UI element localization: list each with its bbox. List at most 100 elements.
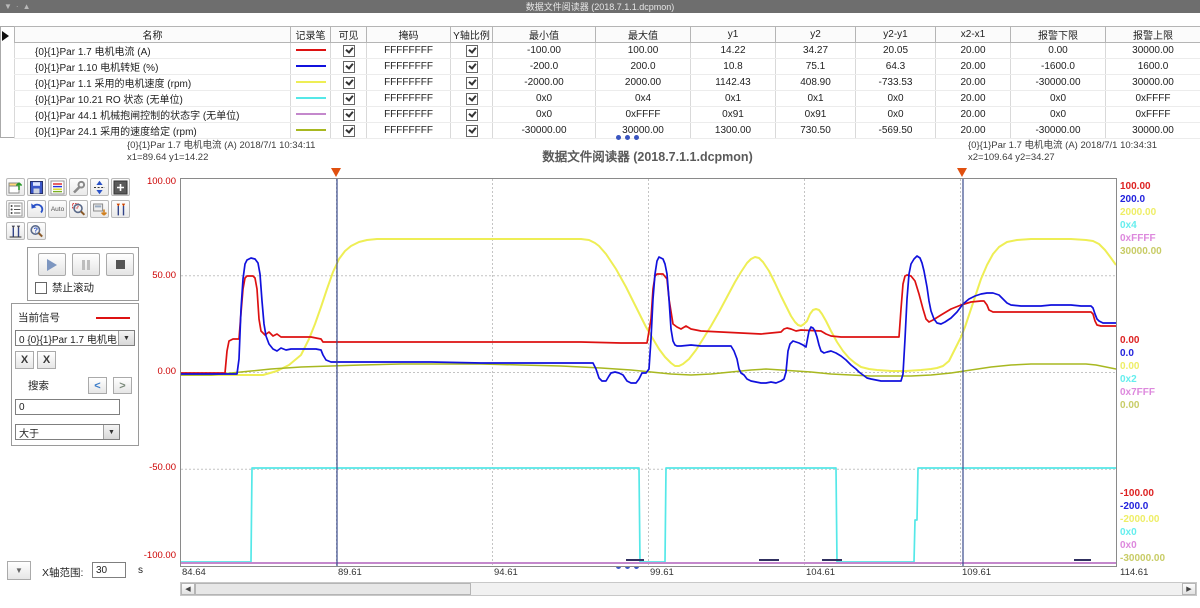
find-signal-button[interactable]: ?: [27, 222, 46, 240]
value-cell-mask[interactable]: FFFFFFFF: [366, 122, 451, 139]
chevron-down-icon[interactable]: ▼: [103, 425, 119, 439]
column-header-11[interactable]: 报警下限: [1010, 26, 1106, 43]
value-cell-min[interactable]: 0x0: [492, 90, 596, 107]
value-cell-al[interactable]: 0x0: [1010, 90, 1106, 107]
signal-row[interactable]: {0}{1}Par 1.10 电机转矩 (%) FFFFFFFF -200.0 200…: [14, 58, 1200, 75]
pen-cell[interactable]: [290, 74, 331, 91]
checkbox-cell[interactable]: [450, 106, 493, 123]
column-header-5[interactable]: 最小值: [492, 26, 596, 43]
settings-wrench-button[interactable]: [69, 178, 88, 196]
value-cell-min[interactable]: -30000.00: [492, 122, 596, 139]
window-controls[interactable]: ▼ · ▲: [4, 0, 31, 13]
signal-row[interactable]: {0}{1}Par 1.1 采用的电机速度 (rpm) FFFFFFFF -2000…: [14, 74, 1200, 91]
value-cell-max[interactable]: 200.0: [595, 58, 691, 75]
collapse-down-icon[interactable]: ▼: [4, 2, 12, 11]
signal-table[interactable]: 名称 记录笔 可见 掩码 Y轴比例 最小值 最大值 y1 y2 y2-y1 x2-x1 报警下限 报警上…: [14, 26, 1200, 139]
visible-checkbox[interactable]: [342, 44, 355, 57]
y-scale-zoom-button[interactable]: [90, 178, 109, 196]
value-cell-min[interactable]: -200.0: [492, 58, 596, 75]
value-cell-al[interactable]: 0.00: [1010, 42, 1106, 59]
checkbox-cell[interactable]: [450, 74, 493, 91]
checkbox-cell[interactable]: [330, 90, 367, 107]
column-header-10[interactable]: x2-x1: [935, 26, 1011, 43]
value-cell-min[interactable]: 0x0: [492, 106, 596, 123]
value-cell-y1[interactable]: 1300.00: [690, 122, 776, 139]
pen-cell[interactable]: [290, 42, 331, 59]
value-cell-mask[interactable]: FFFFFFFF: [366, 106, 451, 123]
column-header-4[interactable]: Y轴比例: [450, 26, 493, 43]
signal-row[interactable]: {0}{1}Par 1.7 电机电流 (A) FFFFFFFF -100.00 100…: [14, 42, 1200, 59]
delete-all-markers-button[interactable]: X: [37, 351, 56, 369]
yscale-checkbox[interactable]: [465, 108, 478, 121]
yscale-checkbox[interactable]: [465, 92, 478, 105]
visible-checkbox[interactable]: [342, 92, 355, 105]
value-cell-mask[interactable]: FFFFFFFF: [366, 74, 451, 91]
column-header-6[interactable]: 最大值: [595, 26, 691, 43]
signal-colors-button[interactable]: [48, 178, 67, 196]
value-cell-dy[interactable]: 0x0: [855, 106, 936, 123]
value-cell-mask[interactable]: FFFFFFFF: [366, 58, 451, 75]
value-cell-ah[interactable]: 1600.0: [1105, 58, 1200, 75]
value-cell-y1[interactable]: 1142.43: [690, 74, 776, 91]
signal-name[interactable]: {0}{1}Par 1.10 电机转矩 (%): [14, 58, 291, 75]
chart-plot-area[interactable]: [180, 178, 1117, 567]
value-cell-min[interactable]: -2000.00: [492, 74, 596, 91]
match-mode-select[interactable]: 大于 ▼: [15, 424, 120, 440]
value-cell-ah[interactable]: 30000.00: [1105, 42, 1200, 59]
value-cell-dx[interactable]: 20.00: [935, 122, 1011, 139]
table-collapse-strip[interactable]: [0, 26, 15, 138]
signal-select[interactable]: 0 {0}{1}Par 1.7 电机电 ▼: [15, 330, 135, 346]
value-cell-y1[interactable]: 0x1: [690, 90, 776, 107]
disable-scroll-checkbox[interactable]: [35, 281, 47, 294]
column-header-9[interactable]: y2-y1: [855, 26, 936, 43]
value-cell-y2[interactable]: 408.90: [775, 74, 856, 91]
yscale-checkbox[interactable]: [465, 44, 478, 57]
column-header-12[interactable]: 报警上限: [1105, 26, 1200, 43]
signal-name[interactable]: {0}{1}Par 10.21 RO 状态 (无单位): [14, 90, 291, 107]
value-cell-ah[interactable]: 30000.00: [1105, 122, 1200, 139]
value-cell-dy[interactable]: 20.05: [855, 42, 936, 59]
value-cell-ah[interactable]: 30000.00: [1105, 74, 1200, 91]
checkbox-cell[interactable]: [450, 90, 493, 107]
column-header-7[interactable]: y1: [690, 26, 776, 43]
column-header-8[interactable]: y2: [775, 26, 856, 43]
value-cell-dy[interactable]: -569.50: [855, 122, 936, 139]
value-cell-dx[interactable]: 20.00: [935, 90, 1011, 107]
value-cell-dx[interactable]: 20.00: [935, 74, 1011, 91]
signal-grid-button[interactable]: [6, 200, 25, 218]
value-cell-max[interactable]: 0xFFFF: [595, 106, 691, 123]
delete-marker-button[interactable]: X: [15, 351, 34, 369]
pen-cell[interactable]: [290, 106, 331, 123]
value-cell-ah[interactable]: 0xFFFF: [1105, 90, 1200, 107]
cursor-step-button[interactable]: [6, 222, 25, 240]
value-cell-dx[interactable]: 20.00: [935, 42, 1011, 59]
column-header-1[interactable]: 记录笔: [290, 26, 331, 43]
value-cell-y1[interactable]: 14.22: [690, 42, 776, 59]
value-cell-y2[interactable]: 75.1: [775, 58, 856, 75]
scroll-right-button[interactable]: ▶: [1182, 583, 1196, 595]
value-cell-ah[interactable]: 0xFFFF: [1105, 106, 1200, 123]
yscale-checkbox[interactable]: [465, 124, 478, 137]
open-data-file-button[interactable]: [6, 178, 25, 196]
chart-h-scrollbar[interactable]: ◀ ▶: [180, 582, 1197, 596]
checkbox-cell[interactable]: [330, 58, 367, 75]
xrange-input[interactable]: 30: [92, 562, 126, 578]
checkbox-cell[interactable]: [450, 122, 493, 139]
zoom-extents-button[interactable]: [111, 178, 130, 196]
pane-splitter-handle-top[interactable]: [616, 135, 639, 140]
value-cell-min[interactable]: -100.00: [492, 42, 596, 59]
search-prev-button[interactable]: <: [88, 377, 107, 394]
signal-name[interactable]: {0}{1}Par 24.1 采用的速度给定 (rpm): [14, 122, 291, 139]
value-cell-dy[interactable]: 0x0: [855, 90, 936, 107]
value-cell-mask[interactable]: FFFFFFFF: [366, 90, 451, 107]
search-value-input[interactable]: 0: [15, 399, 120, 415]
cursor1-handle-icon[interactable]: [331, 168, 341, 177]
checkbox-cell[interactable]: [450, 58, 493, 75]
checkbox-cell[interactable]: [330, 106, 367, 123]
checkbox-cell[interactable]: [330, 122, 367, 139]
value-cell-al[interactable]: -30000.00: [1010, 122, 1106, 139]
value-cell-dx[interactable]: 20.00: [935, 106, 1011, 123]
zoom-window-button[interactable]: [69, 200, 88, 218]
visible-checkbox[interactable]: [342, 124, 355, 137]
expand-arrow-icon[interactable]: [2, 31, 9, 41]
